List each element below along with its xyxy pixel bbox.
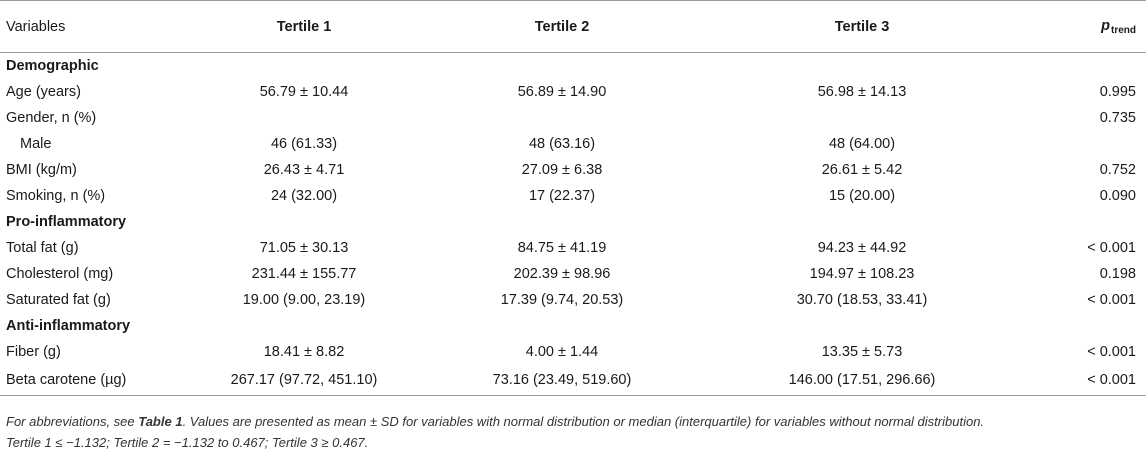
table-row: Age (years) 56.79 ± 10.44 56.89 ± 14.90 56.…: [0, 79, 1146, 105]
row-label: Fiber (g): [6, 344, 61, 360]
cell-tertile-3: 26.61 ± 5.42: [821, 162, 903, 178]
row-label: Smoking, n (%): [6, 188, 106, 204]
cell-tertile-1: 71.05 ± 30.13: [259, 240, 349, 256]
cell-tertile-3: 13.35 ± 5.73: [821, 344, 903, 360]
footnote-text: . Values are presented as mean ± SD for …: [182, 414, 985, 429]
cell-tertile-3: 30.70 (18.53, 33.41): [796, 292, 928, 308]
row-label: Beta carotene (µg): [0, 365, 168, 396]
cell-tertile-2: 17 (22.37): [528, 188, 596, 204]
table-row: Beta carotene (µg) 267.17 (97.72, 451.10)…: [0, 365, 1146, 396]
header-row: Variables Tertile 1 Tertile 2 Tertile 3 …: [0, 0, 1146, 53]
section-row: Demographic: [0, 53, 1146, 80]
cell-p-trend: 0.198: [1099, 266, 1136, 282]
cell-tertile-2: 73.16 (23.49, 519.60): [440, 365, 684, 396]
section-row: Anti-inflammatory: [0, 313, 1146, 339]
cell-tertile-3: 94.23 ± 44.92: [817, 240, 907, 256]
footnote-line-1: For abbreviations, see Table 1. Values a…: [6, 411, 1126, 432]
cell-tertile-1: 267.17 (97.72, 451.10): [168, 365, 440, 396]
cell-tertile-1: 19.00 (9.00, 23.19): [242, 292, 366, 308]
cell-p-trend: < 0.001: [1040, 365, 1146, 396]
cell-tertile-3: 15 (20.00): [828, 188, 896, 204]
header-tertile-2: Tertile 2: [440, 0, 684, 53]
cell-tertile-1: 26.43 ± 4.71: [263, 162, 345, 178]
results-table: Variables Tertile 1 Tertile 2 Tertile 3 …: [0, 0, 1146, 396]
footnote-line-2: Tertile 1 ≤ −1.132; Tertile 2 = −1.132 t…: [6, 435, 369, 450]
table-row: BMI (kg/m) 26.43 ± 4.71 27.09 ± 6.38 26.61 …: [0, 157, 1146, 183]
table-row: Saturated fat (g) 19.00 (9.00, 23.19) 17.3…: [0, 287, 1146, 313]
cell-tertile-2: 84.75 ± 41.19: [517, 240, 607, 256]
row-label: Saturated fat (g): [6, 292, 111, 308]
cell-tertile-2: 4.00 ± 1.44: [525, 344, 599, 360]
cell-tertile-2: [440, 105, 684, 131]
cell-tertile-1: 56.79 ± 10.44: [259, 84, 349, 100]
section-label: Anti-inflammatory: [6, 318, 131, 334]
cell-p-trend: < 0.001: [1087, 344, 1136, 360]
cell-p-trend: 0.995: [1099, 84, 1136, 100]
cell-tertile-1: 18.41 ± 8.82: [263, 344, 345, 360]
table-footnote: For abbreviations, see Table 1. Values a…: [6, 411, 1126, 453]
cell-tertile-2: 17.39 (9.74, 20.53): [500, 292, 624, 308]
table-row: Fiber (g) 18.41 ± 8.82 4.00 ± 1.44 13.35 ± …: [0, 339, 1146, 365]
cell-tertile-2: 48 (63.16): [528, 136, 596, 152]
cell-tertile-2: 56.89 ± 14.90: [517, 84, 607, 100]
cell-tertile-1: 24 (32.00): [270, 188, 338, 204]
table-body: Demographic Age (years) 56.79 ± 10.44 56.89…: [0, 53, 1146, 396]
header-variables: Variables: [0, 0, 168, 53]
cell-tertile-3: 146.00 (17.51, 296.66): [684, 365, 1040, 396]
cell-p-trend: 0.752: [1099, 162, 1136, 178]
cell-tertile-1: 46 (61.33): [270, 136, 338, 152]
footnote-table-ref[interactable]: Table 1: [138, 414, 183, 429]
row-label: Cholesterol (mg): [6, 266, 114, 282]
header-p-main: p: [1101, 17, 1110, 34]
row-label: Age (years): [6, 84, 81, 100]
header-tertile-3: Tertile 3: [684, 0, 1040, 53]
row-label: Total fat (g): [6, 240, 79, 256]
cell-p-trend: < 0.001: [1087, 292, 1136, 308]
header-tertile-1: Tertile 1: [168, 0, 440, 53]
cell-p-trend: 0.735: [1099, 110, 1136, 126]
cell-tertile-1: [168, 105, 440, 131]
header-p-sub: trend: [1111, 24, 1136, 36]
cell-tertile-2: 27.09 ± 6.38: [521, 162, 603, 178]
header-p-trend: ptrend: [1040, 0, 1146, 53]
cell-tertile-1: 231.44 ± 155.77: [251, 266, 357, 282]
section-label: Pro-inflammatory: [6, 214, 127, 230]
cell-tertile-3: [684, 105, 1040, 131]
row-label: Male: [20, 136, 52, 152]
footnote-text: For abbreviations, see: [6, 414, 139, 429]
table-row: Male 46 (61.33) 48 (63.16) 48 (64.00): [0, 131, 1146, 157]
section-row: Pro-inflammatory: [0, 209, 1146, 235]
row-label: Gender, n (%): [6, 110, 97, 126]
table-row: Total fat (g) 71.05 ± 30.13 84.75 ± 41.19 9…: [0, 235, 1146, 261]
cell-p-trend: 0.090: [1099, 188, 1136, 204]
cell-p-trend: < 0.001: [1087, 240, 1136, 256]
cell-p-trend: [1040, 131, 1146, 157]
cell-tertile-3: 48 (64.00): [828, 136, 896, 152]
table-row: Cholesterol (mg) 231.44 ± 155.77 202.39 ± …: [0, 261, 1146, 287]
table-row: Smoking, n (%) 24 (32.00) 17 (22.37) 15 (20…: [0, 183, 1146, 209]
cell-tertile-3: 56.98 ± 14.13: [817, 84, 907, 100]
table-row: Gender, n (%) 0.735: [0, 105, 1146, 131]
cell-tertile-2: 202.39 ± 98.96: [513, 266, 611, 282]
row-label: BMI (kg/m): [6, 162, 77, 178]
section-label: Demographic: [6, 58, 99, 74]
cell-tertile-3: 194.97 ± 108.23: [809, 266, 915, 282]
